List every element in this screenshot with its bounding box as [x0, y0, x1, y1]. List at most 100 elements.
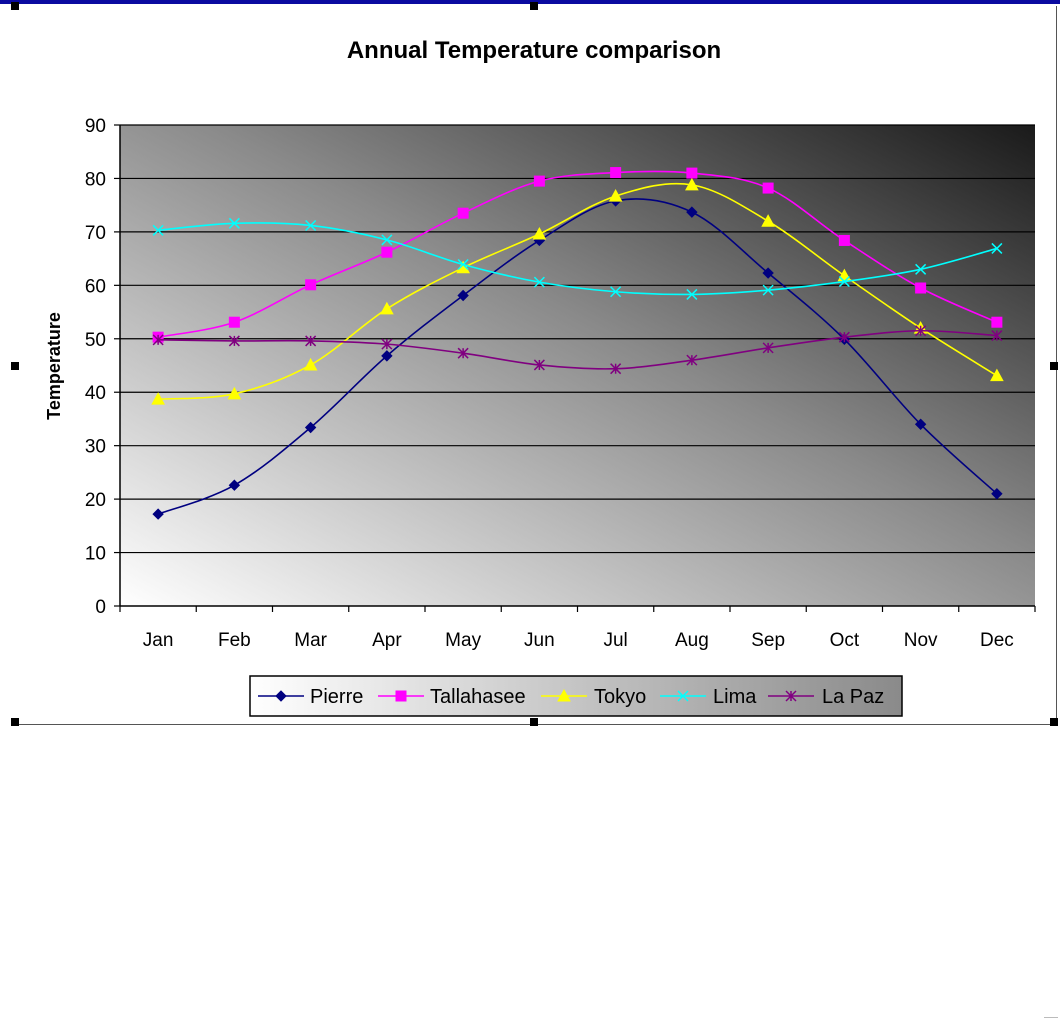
data-point-la-paz [762, 342, 774, 354]
selection-handle-middle-left[interactable] [11, 362, 19, 370]
x-tick-label: Oct [830, 630, 860, 651]
data-point-tokyo [303, 357, 318, 371]
data-point-lima [686, 288, 698, 300]
data-point-lima [381, 234, 393, 246]
y-tick-label: 60 [85, 276, 106, 297]
data-point-lima [610, 286, 622, 298]
y-tick-label: 90 [85, 116, 106, 137]
data-point-tallahasee [991, 316, 1003, 328]
legend-label-lima: Lima [713, 686, 757, 708]
y-tick-label: 70 [85, 223, 106, 244]
y-tick-label: 40 [85, 383, 106, 404]
legend-entry-lima[interactable]: Lima [660, 686, 757, 708]
data-point-lima [838, 276, 850, 288]
data-point-la-paz [228, 335, 240, 347]
data-point-tallahasee [533, 175, 545, 187]
data-point-lima [991, 242, 1003, 254]
y-tick-label: 10 [85, 544, 106, 565]
data-point-tallahasee [381, 246, 393, 258]
data-point-tallahasee [228, 316, 240, 328]
legend-entry-tallahasee[interactable]: Tallahasee [378, 686, 526, 708]
series-line-pierre [157, 198, 998, 515]
data-point-lima [457, 258, 469, 271]
data-point-tallahasee [686, 167, 698, 179]
plot-area[interactable] [120, 125, 1035, 606]
legend-marker-pierre [275, 690, 287, 702]
data-point-tokyo [685, 177, 699, 191]
data-point-la-paz [686, 354, 698, 366]
y-axis-title: Temperature [44, 312, 64, 420]
data-point-pierre [152, 508, 164, 520]
series-line-lima [158, 222, 998, 296]
data-point-tokyo [532, 226, 547, 240]
data-point-la-paz [457, 347, 469, 359]
selection-handle-middle-right[interactable] [1050, 362, 1058, 370]
data-point-tallahasee [838, 234, 850, 246]
y-tick-label: 50 [85, 330, 106, 351]
chart-title: Annual Temperature comparison [347, 37, 721, 64]
data-point-la-paz [610, 363, 622, 375]
data-point-tallahasee [305, 279, 317, 291]
legend-label-pierre: Pierre [310, 686, 363, 708]
data-point-tokyo [608, 189, 623, 202]
x-tick-label: Apr [372, 630, 402, 651]
data-point-pierre [686, 206, 698, 218]
data-point-lima [533, 276, 545, 288]
x-tick-label: Sep [751, 630, 785, 651]
x-tick-labels: Jan Feb Mar Apr May Jun Jul Aug Sep Oct Nov Dec [143, 630, 1014, 651]
legend-label-tokyo: Tokyo [594, 686, 646, 708]
data-point-la-paz [533, 359, 545, 371]
data-point-la-paz [152, 334, 164, 346]
data-point-pierre [457, 289, 469, 302]
data-point-la-paz [381, 338, 393, 350]
legend-items: Pierre Tallahasee Tokyo Lima La Paz [258, 686, 884, 708]
selection-handle-bottom-right[interactable] [1050, 718, 1058, 726]
y-tick-label: 30 [85, 437, 106, 458]
data-point-tallahasee [610, 167, 622, 179]
data-point-pierre [914, 418, 927, 430]
data-point-pierre [228, 479, 241, 491]
data-point-tokyo [761, 214, 775, 227]
x-tick-label: Dec [980, 630, 1014, 651]
data-point-lima [762, 284, 774, 296]
selection-handle-top-left[interactable] [11, 2, 19, 10]
data-point-lima [152, 224, 164, 236]
data-point-tokyo [227, 386, 242, 400]
data-point-la-paz [915, 325, 927, 337]
legend-marker-tallahasee [395, 690, 407, 702]
data-point-lima [228, 217, 240, 229]
series-lines [151, 167, 1004, 520]
data-point-pierre [304, 421, 317, 434]
selection-handle-bottom-center[interactable] [530, 718, 538, 726]
x-tick-label: Aug [675, 630, 709, 651]
page-corner-mark [1044, 1017, 1058, 1018]
legend[interactable]: Pierre Tallahasee Tokyo Lima La Paz [249, 675, 903, 717]
legend-entry-la-paz[interactable]: La Paz [768, 686, 884, 708]
legend-label-la-paz: La Paz [822, 686, 884, 708]
x-tick-label: Feb [218, 630, 251, 651]
y-tick-label: 20 [85, 490, 106, 511]
legend-entry-pierre[interactable]: Pierre [258, 686, 363, 708]
x-tick-label: Jul [603, 630, 627, 651]
data-point-lima [915, 263, 927, 275]
data-point-la-paz [305, 335, 317, 347]
data-point-tokyo [151, 392, 165, 405]
legend-marker-tokyo [557, 688, 571, 702]
legend-marker-lima [677, 690, 689, 702]
data-point-la-paz [991, 330, 1003, 342]
x-tick-label: Jan [143, 630, 174, 651]
data-point-lima [305, 219, 317, 232]
selection-handle-bottom-left[interactable] [11, 718, 19, 726]
y-tick-label: 0 [95, 597, 106, 618]
selection-handle-top-center[interactable] [530, 2, 538, 10]
data-point-tokyo [990, 368, 1004, 382]
gridlines [120, 124, 1035, 554]
data-point-pierre [991, 488, 1003, 500]
axes [114, 124, 1036, 612]
data-point-pierre [762, 267, 774, 279]
legend-entry-tokyo[interactable]: Tokyo [541, 686, 646, 708]
data-point-la-paz [838, 331, 850, 343]
y-tick-label: 80 [85, 169, 106, 190]
